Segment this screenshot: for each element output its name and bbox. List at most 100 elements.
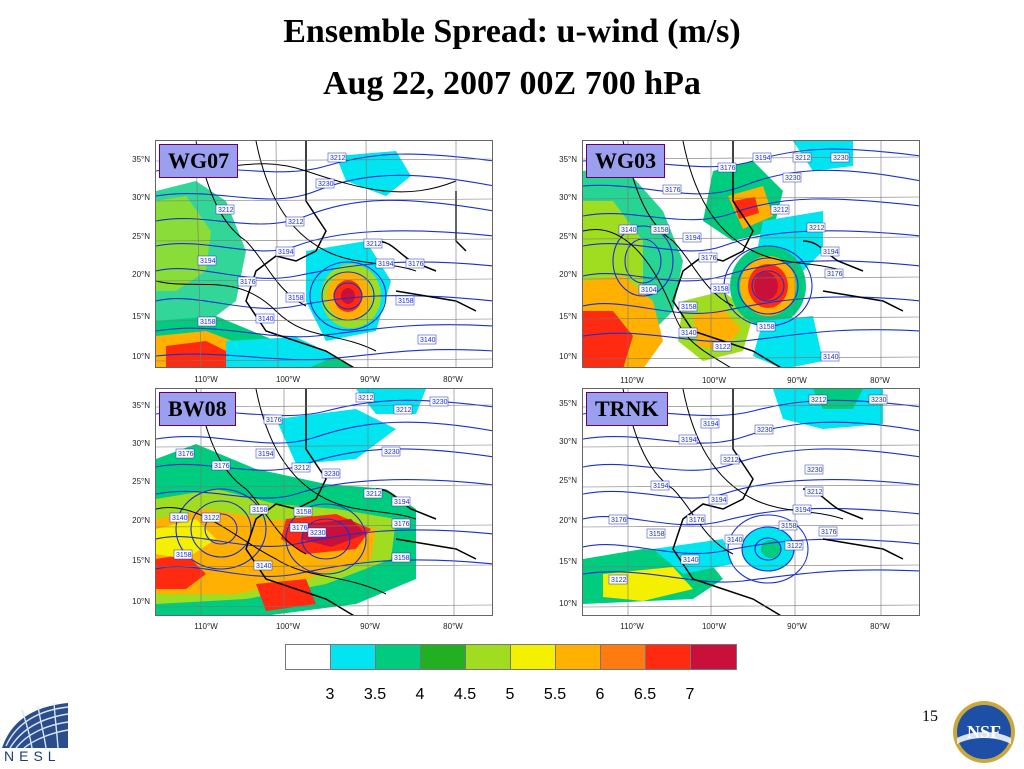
nsf-logo-text: NSF: [967, 722, 1001, 742]
slide-subtitle: Aug 22, 2007 00Z 700 hPa: [323, 65, 701, 102]
svg-text:3122: 3122: [787, 543, 803, 550]
svg-text:3194: 3194: [681, 437, 697, 444]
svg-text:3230: 3230: [310, 530, 326, 537]
svg-text:3212: 3212: [396, 407, 412, 414]
svg-text:3230: 3230: [757, 427, 773, 434]
nesl-globe-icon: [2, 702, 69, 749]
svg-text:3140: 3140: [681, 330, 697, 337]
svg-text:3230: 3230: [833, 155, 849, 162]
lat-label: 20°N: [132, 270, 150, 279]
map-panel-bw08: 3212 3212 3230 3176 3176 3194 3230 3176 …: [155, 388, 493, 616]
colorbar-ticks: 3 3.5 4 4.5 5 5.5 6 6.5 7: [285, 686, 737, 706]
lat-label: 10°N: [559, 352, 577, 361]
lat-label: 15°N: [559, 557, 577, 566]
lon-label: 110°W: [194, 622, 218, 631]
svg-text:3140: 3140: [420, 337, 436, 344]
svg-text:3176: 3176: [821, 529, 837, 536]
svg-text:3176: 3176: [408, 261, 424, 268]
svg-text:3176: 3176: [292, 525, 308, 532]
lat-label: 35°N: [132, 155, 150, 164]
lat-label: 30°N: [559, 437, 577, 446]
nsf-seal-icon: NSF: [953, 701, 1015, 763]
svg-text:3194: 3194: [823, 249, 839, 256]
svg-text:3194: 3194: [685, 235, 701, 242]
svg-text:3230: 3230: [785, 175, 801, 182]
colorbar-tick-label: 6: [595, 686, 605, 703]
svg-text:3176: 3176: [611, 517, 627, 524]
svg-text:3194: 3194: [200, 258, 216, 265]
svg-text:3194: 3194: [795, 507, 811, 514]
nesl-logo: [2, 698, 69, 768]
lat-label: 35°N: [559, 155, 577, 164]
colorbar-tick-label: 5.5: [543, 686, 567, 703]
panel-label: BW08: [159, 392, 236, 426]
lat-label: 25°N: [559, 232, 577, 241]
svg-text:3158: 3158: [781, 523, 797, 530]
colorbar-swatch: [601, 645, 646, 669]
svg-text:3230: 3230: [324, 471, 340, 478]
svg-text:3212: 3212: [288, 219, 304, 226]
svg-text:3158: 3158: [653, 227, 669, 234]
svg-text:3212: 3212: [811, 397, 827, 404]
colorbar-tick-label: 4: [415, 686, 425, 703]
svg-text:3194: 3194: [394, 499, 410, 506]
svg-text:3158: 3158: [394, 555, 410, 562]
svg-text:3158: 3158: [288, 295, 304, 302]
svg-text:3158: 3158: [200, 319, 216, 326]
lat-label: 25°N: [559, 476, 577, 485]
lon-label: 80°W: [870, 622, 890, 631]
map-area: 3212 3230 3212 3212 3212 3194 3194 3194 …: [155, 140, 493, 368]
svg-text:3140: 3140: [727, 537, 743, 544]
colorbar-tick-label: 6.5: [633, 686, 657, 703]
svg-text:3176: 3176: [827, 271, 843, 278]
svg-text:3212: 3212: [795, 155, 811, 162]
svg-text:3176: 3176: [701, 255, 717, 262]
lon-label: 110°W: [620, 622, 644, 631]
lat-label: 10°N: [559, 599, 577, 608]
colorbar-swatch: [691, 645, 736, 669]
colorbar: [285, 644, 737, 670]
page-number: 15: [922, 708, 938, 725]
svg-text:3194: 3194: [703, 421, 719, 428]
svg-text:3158: 3158: [296, 509, 312, 516]
colorbar-swatch: [331, 645, 376, 669]
svg-text:3158: 3158: [252, 507, 268, 514]
lon-label: 100°W: [701, 376, 727, 385]
lat-label: 25°N: [132, 232, 150, 241]
lat-label: 20°N: [559, 270, 577, 279]
colorbar-swatch: [286, 645, 331, 669]
slide-title: Ensemble Spread: u-wind (m/s): [283, 13, 741, 50]
svg-text:3230: 3230: [432, 399, 448, 406]
map-panel-wg03: 3194 3212 3230 3176 3230 3176 3212 3212 …: [582, 140, 920, 368]
map-panel-wg07: 3212 3230 3212 3212 3212 3194 3194 3194 …: [155, 140, 493, 368]
svg-text:3140: 3140: [256, 563, 272, 570]
svg-text:3212: 3212: [218, 207, 234, 214]
svg-text:3158: 3158: [398, 298, 414, 305]
lat-label: 35°N: [559, 399, 577, 408]
svg-text:3140: 3140: [172, 515, 188, 522]
lon-label: 100°W: [701, 622, 727, 631]
lon-label: 80°W: [870, 376, 890, 385]
svg-text:3104: 3104: [641, 287, 657, 294]
svg-text:3158: 3158: [681, 304, 697, 311]
lon-label: 100°W: [275, 622, 301, 631]
lat-label: 30°N: [132, 439, 150, 448]
lon-label: 90°W: [787, 376, 807, 385]
svg-text:3140: 3140: [258, 316, 274, 323]
nsf-logo: NSF: [952, 700, 1016, 764]
lat-label: 15°N: [132, 556, 150, 565]
svg-text:3212: 3212: [723, 457, 739, 464]
svg-text:3122: 3122: [204, 515, 220, 522]
svg-text:3140: 3140: [823, 354, 839, 361]
colorbar-tick-label: 3.5: [363, 686, 387, 703]
svg-text:3176: 3176: [240, 279, 256, 286]
lat-label: 30°N: [559, 193, 577, 202]
svg-text:3194: 3194: [653, 483, 669, 490]
svg-text:3212: 3212: [358, 395, 374, 402]
svg-text:3158: 3158: [759, 324, 775, 331]
lat-label: 10°N: [132, 352, 150, 361]
panel-label: WG03: [586, 144, 666, 178]
lat-label: 20°N: [132, 516, 150, 525]
colorbar-tick-label: 5: [505, 686, 515, 703]
svg-text:3212: 3212: [366, 241, 382, 248]
